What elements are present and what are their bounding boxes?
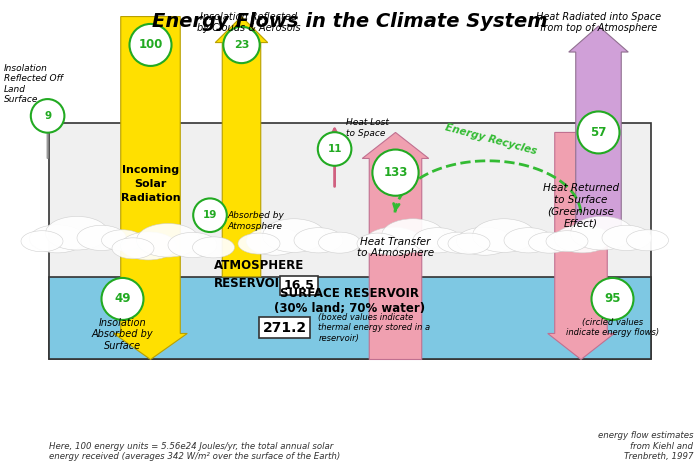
Text: Here, 100 energy units = 5.56e24 Joules/yr, the total annual solar
energy receiv: Here, 100 energy units = 5.56e24 Joules/… [49,442,340,461]
Ellipse shape [31,99,64,133]
Polygon shape [113,17,188,359]
Text: 19: 19 [203,210,217,220]
Text: 23: 23 [234,40,249,50]
Polygon shape [216,17,267,277]
Ellipse shape [372,149,419,196]
Ellipse shape [262,219,326,253]
Ellipse shape [578,112,620,153]
Text: 133: 133 [384,166,407,179]
Ellipse shape [46,216,108,250]
Ellipse shape [382,219,444,253]
Polygon shape [568,26,629,241]
Ellipse shape [29,225,85,253]
Text: SURFACE RESERVOIR
(30% land; 70% water): SURFACE RESERVOIR (30% land; 70% water) [274,287,426,315]
Text: Heat Returned
to Surface
(Greenhouse
Effect): Heat Returned to Surface (Greenhouse Eff… [543,184,619,228]
Text: Incoming
Solar
Radiation: Incoming Solar Radiation [120,166,181,203]
Text: Energy Flows in the Climate System: Energy Flows in the Climate System [152,12,548,31]
Ellipse shape [168,232,217,258]
Ellipse shape [223,27,260,63]
Ellipse shape [246,227,302,255]
Text: Insolation Reflected
by Clouds & Aerosols: Insolation Reflected by Clouds & Aerosol… [197,12,300,34]
Ellipse shape [570,216,634,250]
Ellipse shape [554,225,610,253]
FancyBboxPatch shape [49,123,651,359]
Text: Heat Lost
to Space: Heat Lost to Space [346,118,389,138]
Ellipse shape [238,233,280,254]
Text: 95: 95 [604,292,621,306]
Text: Absorbed by
Atmosphere: Absorbed by Atmosphere [228,211,284,231]
Text: 16.5: 16.5 [284,279,314,292]
Ellipse shape [112,238,154,259]
Ellipse shape [592,278,634,320]
FancyBboxPatch shape [49,277,651,359]
Ellipse shape [602,225,651,251]
Text: (boxed values indicate
thermal energy stored in a
reservoir): (boxed values indicate thermal energy st… [318,313,430,343]
Ellipse shape [365,227,421,255]
Ellipse shape [504,228,553,253]
Text: Energy Recycles: Energy Recycles [444,122,538,156]
Ellipse shape [120,232,176,260]
Text: 57: 57 [590,126,607,139]
Text: Heat Radiated into Space
from top of Atmosphere: Heat Radiated into Space from top of Atm… [536,12,661,34]
Ellipse shape [130,24,172,66]
Ellipse shape [318,132,351,166]
Ellipse shape [528,232,570,253]
Ellipse shape [102,230,144,251]
Text: 49: 49 [114,292,131,306]
Text: ATMOSPHERE
RESERVOIR: ATMOSPHERE RESERVOIR [214,259,304,290]
Text: 100: 100 [139,38,162,52]
Polygon shape [547,132,615,359]
Ellipse shape [448,233,490,254]
Ellipse shape [318,232,360,253]
Ellipse shape [77,225,126,251]
Ellipse shape [21,231,63,252]
Text: Insolation
Reflected Off
Land
Surface: Insolation Reflected Off Land Surface [4,64,62,104]
Ellipse shape [626,230,668,251]
Ellipse shape [473,219,536,253]
Ellipse shape [136,223,199,257]
Text: (circled values
indicate energy flows): (circled values indicate energy flows) [566,318,659,337]
Ellipse shape [456,227,512,255]
Text: Heat Transfer
to Atmosphere: Heat Transfer to Atmosphere [357,236,434,258]
Text: 271.2: 271.2 [262,321,307,335]
Ellipse shape [193,237,235,258]
Ellipse shape [438,232,480,253]
Ellipse shape [102,278,144,320]
Text: Insolation
Absorbed by
Surface: Insolation Absorbed by Surface [92,318,153,351]
Ellipse shape [413,228,462,253]
Ellipse shape [294,228,343,253]
Text: 11: 11 [328,144,342,154]
Ellipse shape [357,233,399,254]
Ellipse shape [193,198,227,232]
Text: 9: 9 [44,111,51,121]
Ellipse shape [546,231,588,252]
Text: energy flow estimates
from Kiehl and
Trenbreth, 1997: energy flow estimates from Kiehl and Tre… [598,431,693,461]
Polygon shape [363,132,428,359]
